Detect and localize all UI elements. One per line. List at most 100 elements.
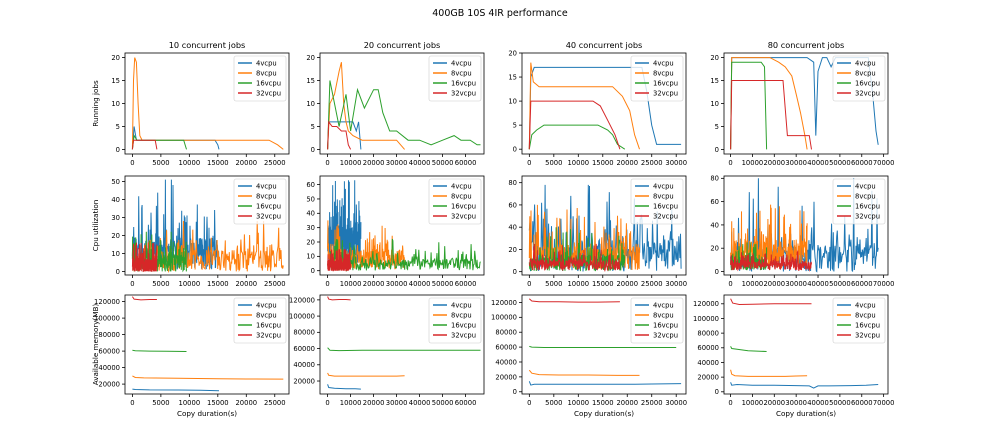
x-tick-label: 25000	[641, 399, 663, 407]
legend-label-16vcpu: 16vcpu	[855, 202, 880, 210]
series-line-4vcpu	[327, 180, 362, 263]
legend-label-16vcpu: 16vcpu	[451, 202, 476, 210]
x-tick-label: 0	[728, 280, 732, 288]
series-line-4vcpu	[528, 184, 682, 272]
x-tick-label: 0	[527, 280, 531, 288]
x-tick-label: 15000	[592, 280, 614, 288]
subplot-2-1: 0 5000 10000 15000 20000 25000 0 10 20 30 40 50 Cpu …	[91, 175, 290, 288]
x-tick-label: 60000	[455, 280, 477, 288]
y-tick-label: 0	[311, 146, 315, 154]
y-tick-label: 5	[715, 123, 719, 131]
subplot-1-2: 0 10000 20000 30000 40000 50000 60000 0 5 10 15 20 2…	[306, 40, 485, 167]
y-tick-label: 20	[306, 238, 315, 246]
y-tick-label: 30	[306, 224, 315, 232]
legend-box	[832, 178, 886, 225]
legend: 4vcpu 8vcpu 16vcpu 32vcpu	[233, 297, 287, 344]
series-line-4vcpu	[131, 126, 220, 150]
legend-label-4vcpu: 4vcpu	[653, 59, 674, 67]
y-tick-label: 15	[111, 77, 120, 85]
x-tick-label: 30000	[386, 280, 408, 288]
plot-area	[327, 62, 481, 150]
x-tick-label: 50000	[432, 159, 454, 167]
plot-area	[327, 296, 481, 390]
legend: 4vcpu 8vcpu 16vcpu 32vcpu	[233, 55, 287, 102]
x-tick-label: 20000	[363, 280, 385, 288]
x-tick-label: 30000	[665, 159, 687, 167]
legend-label-4vcpu: 4vcpu	[451, 59, 472, 67]
x-tick-label: 25000	[264, 399, 286, 407]
y-tick-label: 0	[513, 146, 517, 154]
x-tick-label: 10000	[179, 159, 201, 167]
axes-frame	[723, 175, 889, 276]
x-tick-label: 30000	[785, 399, 807, 407]
y-tick-label: 20000	[495, 373, 517, 381]
series-line-4vcpu	[327, 121, 362, 150]
y-tick-label: 20	[111, 232, 120, 240]
legend-label-8vcpu: 8vcpu	[256, 69, 277, 77]
x-tick-label: 0	[728, 399, 732, 407]
y-tick-label: 80000	[495, 329, 517, 337]
legend: 4vcpu 8vcpu 16vcpu 32vcpu	[832, 297, 886, 344]
legend-label-16vcpu: 16vcpu	[451, 79, 476, 87]
x-tick-label: 20000	[363, 159, 385, 167]
subplot-title: 80 concurrent jobs	[768, 40, 845, 50]
legend-label-8vcpu: 8vcpu	[653, 311, 674, 319]
plot-area	[528, 298, 682, 386]
subplot-title: 20 concurrent jobs	[364, 40, 441, 50]
x-tick-label: 20000	[235, 280, 257, 288]
series-line-8vcpu	[730, 369, 808, 377]
legend-label-4vcpu: 4vcpu	[256, 59, 277, 67]
y-tick-label: 120000	[693, 300, 719, 308]
y-tick-label: 60000	[495, 344, 517, 352]
y-tick-label: 60000	[98, 348, 120, 356]
legend-label-4vcpu: 4vcpu	[855, 182, 876, 190]
x-tick-label: 5000	[152, 399, 169, 407]
legend-label-4vcpu: 4vcpu	[653, 301, 674, 309]
legend-label-4vcpu: 4vcpu	[855, 301, 876, 309]
legend-label-16vcpu: 16vcpu	[256, 79, 281, 87]
x-tick-label: 15000	[207, 159, 229, 167]
y-tick-label: 15	[508, 73, 517, 81]
series-line-4vcpu	[528, 381, 682, 386]
y-tick-label: 0	[116, 268, 120, 276]
series-line-4vcpu	[528, 66, 682, 150]
x-tick-label: 10000	[742, 280, 764, 288]
x-tick-label: 40000	[807, 280, 829, 288]
x-tick-label: 10000	[179, 280, 201, 288]
legend-label-16vcpu: 16vcpu	[653, 202, 678, 210]
subplot-1-1: 0 5000 10000 15000 20000 25000 0 5 10 15 20 10 conc…	[91, 40, 290, 167]
series-line-32vcpu	[528, 100, 621, 150]
x-tick-label: 0	[728, 159, 732, 167]
x-tick-label: 50000	[829, 280, 851, 288]
plot-area	[131, 57, 284, 150]
x-tick-label: 0	[130, 280, 134, 288]
y-tick-label: 80	[508, 179, 517, 187]
y-tick-label: 40000	[495, 358, 517, 366]
y-tick-label: 10	[306, 253, 315, 261]
y-tick-label: 10	[111, 100, 120, 108]
y-tick-label: 20000	[98, 381, 120, 389]
x-tick-label: 0	[130, 399, 134, 407]
y-tick-label: 0	[715, 268, 719, 276]
x-tick-label: 40000	[409, 399, 431, 407]
y-tick-label: 80000	[697, 330, 719, 338]
plot-area	[131, 179, 284, 274]
y-tick-label: 80000	[98, 331, 120, 339]
series-line-32vcpu	[131, 296, 157, 301]
legend-label-8vcpu: 8vcpu	[855, 192, 876, 200]
x-tick-label: 30000	[386, 399, 408, 407]
y-tick-label: 40000	[98, 364, 120, 372]
subplot-3-2: 0 10000 20000 30000 40000 50000 60000200004000…	[289, 294, 485, 407]
y-tick-label: 0	[116, 146, 120, 154]
x-tick-label: 30000	[785, 159, 807, 167]
subplot-2-4: 0 10000 20000 30000 40000 50000 60000 70000 0 20 4…	[710, 175, 894, 288]
x-tick-label: 5000	[152, 280, 169, 288]
x-tick-label: 20000	[235, 159, 257, 167]
x-tick-label: 10000	[567, 159, 589, 167]
y-axis-label: Available memory(MB)	[91, 304, 100, 386]
y-tick-label: 50	[111, 178, 120, 186]
legend-box	[630, 178, 684, 225]
y-tick-label: 120000	[491, 299, 517, 307]
x-tick-label: 20000	[235, 399, 257, 407]
